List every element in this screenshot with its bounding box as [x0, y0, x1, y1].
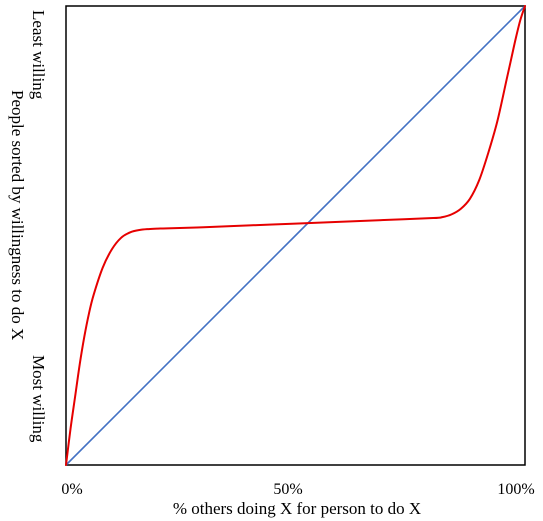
- x-axis-label: % others doing X for person to do X: [173, 499, 421, 518]
- x-tick-label-0: 0%: [61, 481, 82, 498]
- y-end-label-bottom: Most willing: [29, 355, 48, 443]
- y-end-label-top: Least willing: [29, 10, 48, 100]
- y-axis-label: People sorted by willingness to do X: [8, 90, 27, 340]
- series-line-1: [65, 5, 526, 466]
- plot-frame: [65, 5, 526, 466]
- series-layer: [65, 5, 526, 466]
- x-tick-label-50: 50%: [273, 481, 302, 498]
- series-line-0: [65, 5, 526, 466]
- x-tick-label-100: 100%: [497, 481, 534, 498]
